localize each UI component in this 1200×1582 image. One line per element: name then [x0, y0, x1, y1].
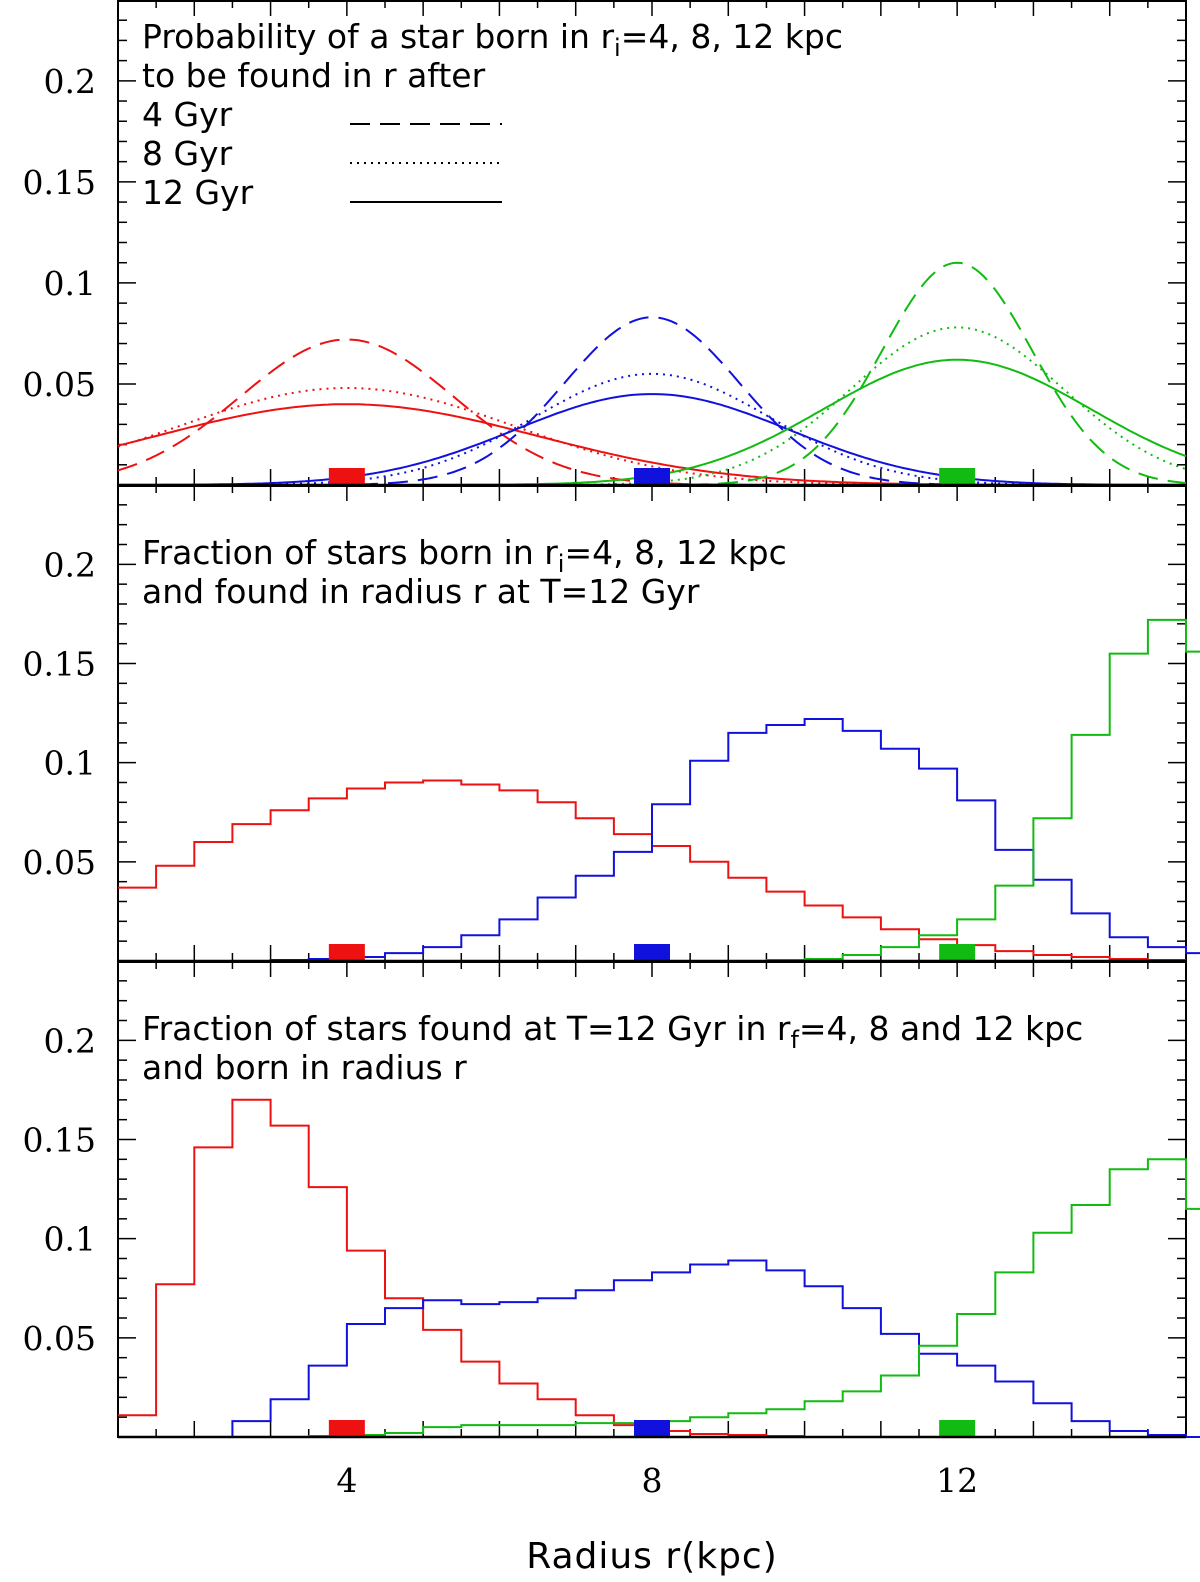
marker-blue [634, 944, 670, 961]
legend-label: 12 Gyr [142, 173, 254, 212]
y-tick-label: 0.15 [23, 1121, 96, 1160]
text-span: Fraction of stars found at T=12 Gyr in r [142, 1009, 791, 1048]
panel-text-line: to be found in r after [142, 56, 486, 95]
curve-blue-solid [117, 393, 1187, 486]
y-tick-label: 0.15 [23, 645, 96, 684]
panel-text-line: Probability of a star born in ri=4, 8, 1… [142, 17, 843, 62]
y-tick-label: 0.2 [44, 62, 96, 101]
curve-green-dashed [118, 261, 1187, 486]
panel-birth-probability: 0.05 0.1 0.15 0.2 Probability of a star born… [23, 0, 1187, 487]
curve-green-dotted [118, 326, 1187, 486]
marker-red [328, 468, 365, 485]
text-span: and born in radius r [142, 1048, 467, 1087]
panel-born-fraction-histogram: 0.05 0.1 0.15 0.2 Fraction of stars born in … [23, 485, 1200, 963]
marker-green [939, 944, 976, 961]
panel-text-line: Fraction of stars born in ri=4, 8, 12 kp… [142, 533, 787, 578]
legend-label: 4 Gyr [142, 95, 233, 134]
x-tick-label: 4 [336, 1461, 357, 1500]
subscript: i [614, 34, 621, 62]
y-tick-label: 0.15 [23, 163, 96, 202]
marker-green [939, 1420, 976, 1437]
histogram-red [118, 1098, 805, 1437]
text-span: =4, 8 and 12 kpc [799, 1009, 1083, 1048]
curve-blue-dashed [118, 316, 1186, 486]
y-tick-label: 0.2 [44, 545, 96, 584]
histogram-blue [118, 1259, 1200, 1438]
x-axis-title: Radius r(kpc) [526, 1536, 778, 1577]
y-tick-label: 0.1 [44, 1220, 96, 1259]
marker-green [939, 468, 976, 485]
text-span: =4, 8, 12 kpc [564, 533, 786, 572]
histogram-blue [118, 718, 1200, 962]
y-tick-label: 0.05 [23, 843, 96, 882]
y-tick-label: 0.1 [44, 264, 96, 303]
text-span: and found in radius r at T=12 Gyr [142, 572, 700, 611]
x-axis-tick-labels: 4 8 12 [336, 1461, 978, 1500]
panel-found-fraction-histogram: 0.05 0.1 0.15 0.2 Fraction of stars found at… [23, 961, 1200, 1439]
y-tick-label: 0.05 [23, 1319, 96, 1358]
text-span: Fraction of stars born in r [142, 533, 558, 572]
subscript: f [790, 1026, 799, 1054]
legend-label: 8 Gyr [142, 134, 233, 173]
x-tick-label: 12 [936, 1461, 978, 1500]
panel-text-line: Fraction of stars found at T=12 Gyr in r… [142, 1009, 1083, 1054]
marker-blue [634, 1420, 670, 1437]
y-tick-label: 0.05 [23, 365, 96, 404]
panel-text-line: and found in radius r at T=12 Gyr [142, 572, 700, 611]
x-tick-label: 8 [642, 1461, 663, 1500]
text-span: Probability of a star born in r [142, 17, 614, 56]
histogram-green [118, 1158, 1200, 1438]
histogram-green [118, 618, 1200, 962]
text-span: =4, 8, 12 kpc [621, 17, 843, 56]
subscript: i [558, 550, 565, 578]
y-tick-label: 0.2 [44, 1021, 96, 1060]
y-tick-label: 0.1 [44, 744, 96, 783]
marker-red [328, 944, 365, 961]
marker-blue [634, 468, 670, 485]
text-span: to be found in r after [142, 56, 486, 95]
panel-text-line: and born in radius r [142, 1048, 467, 1087]
marker-red [328, 1420, 365, 1437]
